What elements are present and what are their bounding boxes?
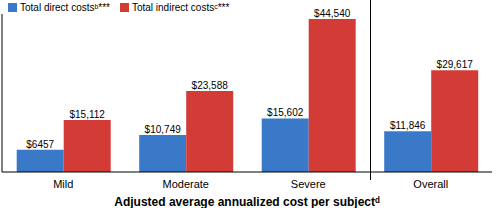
svg-text:$15,602: $15,602 [267,107,304,118]
svg-text:Severe: Severe [291,178,326,190]
svg-text:$11,846: $11,846 [390,120,426,131]
svg-text:Mild: Mild [53,178,73,190]
html-text:Total direct costsᵇ***: Total direct costsᵇ*** [20,2,110,13]
svg-text:Moderate: Moderate [163,178,209,190]
svg-text:$44,540: $44,540 [314,8,351,19]
svg-text:Adjusted average annualized co: Adjusted average annualized cost per sub… [114,195,380,208]
svg-text:$15,112: $15,112 [69,109,105,120]
svg-text:$6457: $6457 [26,139,54,150]
html-text:Total indirect costsᶜ***: Total indirect costsᶜ*** [131,2,230,13]
svg-text:$10,749: $10,749 [145,124,182,135]
svg-text:$29,617: $29,617 [437,59,474,70]
svg-text:$23,588: $23,588 [192,80,229,91]
svg-text:Overall: Overall [413,178,448,190]
